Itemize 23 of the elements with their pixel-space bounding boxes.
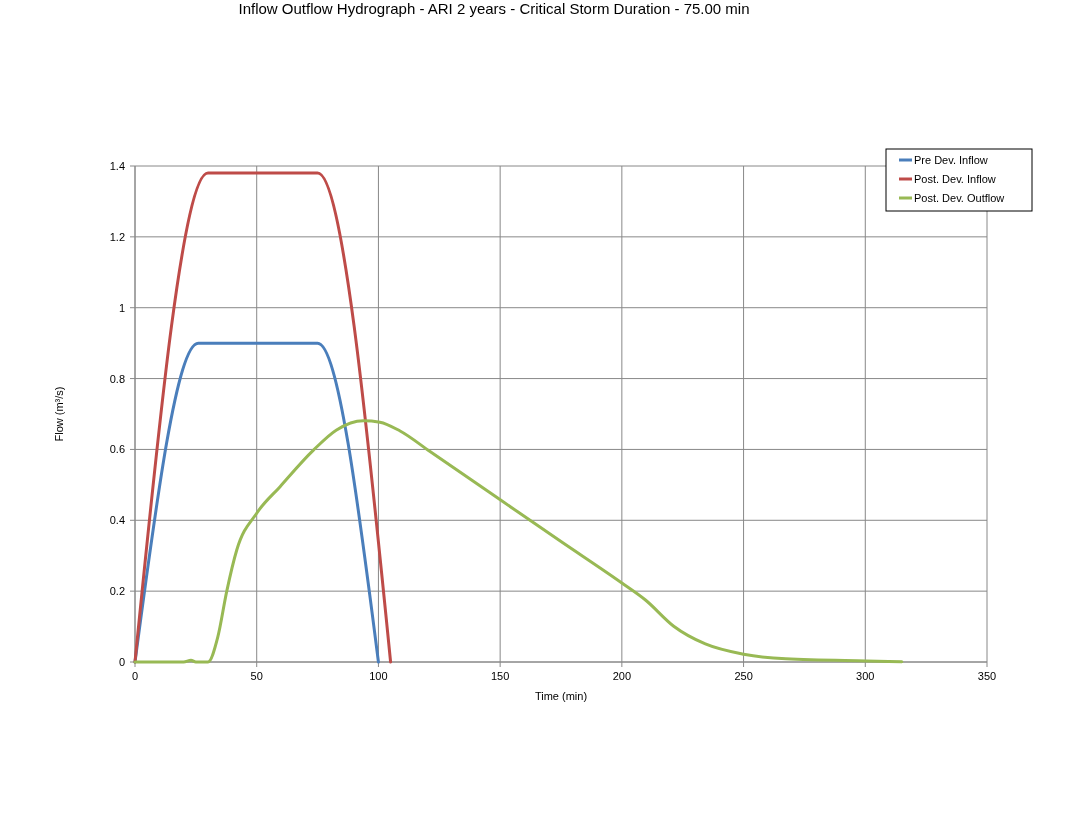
y-axis-title: Flow (m³/s)	[53, 386, 65, 442]
y-tick-label: 1	[118, 301, 125, 314]
y-tick-label: 0.8	[109, 372, 125, 385]
x-tick-label: 50	[250, 670, 263, 682]
legend-label: Post. Dev. Inflow	[914, 173, 996, 185]
x-axis-title: Time (min)	[534, 690, 588, 702]
line-series	[133, 419, 904, 664]
y-tick-label: 0.2	[109, 585, 125, 598]
legend-label: Pre Dev. Inflow	[914, 154, 988, 166]
y-tick-label: 0.4	[109, 514, 125, 527]
x-tick-label: 350	[977, 670, 997, 682]
x-tick-label: 150	[490, 670, 510, 682]
y-tick-label: 0	[118, 656, 125, 668]
x-tick-label: 300	[856, 670, 875, 682]
x-tick-label: 0	[131, 670, 139, 682]
x-tick-label: 250	[734, 670, 753, 682]
legend-label: Post. Dev. Outflow	[914, 192, 1005, 204]
y-tick-label: 1.2	[109, 230, 125, 243]
x-tick-label: 100	[369, 670, 388, 682]
chart-title: Inflow Outflow Hydrograph - ARI 2 years - Critical Storm Duration - 75.00 min	[238, 0, 750, 17]
y-tick-label: 0.6	[109, 443, 125, 456]
x-tick-label: 200	[612, 670, 632, 682]
y-tick-label: 1.4	[109, 160, 125, 172]
